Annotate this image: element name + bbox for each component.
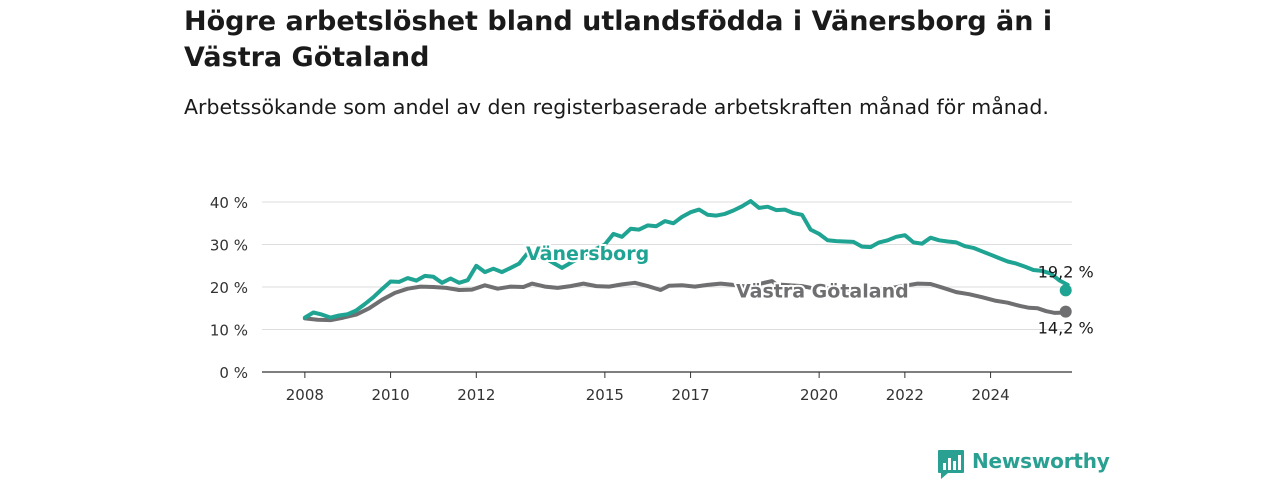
vastra_gotaland-line [302, 279, 1070, 323]
chart-series [302, 199, 1072, 323]
vastra_gotaland-end-label: 14,2 % [1038, 319, 1094, 338]
page-title: Högre arbetslöshet bland utlandsfödda i … [184, 6, 1053, 73]
x-tick-label: 2015 [586, 386, 624, 404]
grid-lines [262, 201, 1072, 330]
x-tick-label: 2017 [671, 386, 709, 404]
x-tick-label: 2008 [286, 386, 324, 404]
page-subtitle: Arbetssökande som andel av den registerb… [184, 95, 1049, 119]
x-tick-label: 2012 [457, 386, 495, 404]
y-tick-label: 30 % [210, 237, 248, 255]
newsworthy-logo[interactable]: Newsworthy [936, 448, 1110, 480]
vanersborg-series-label: Vänersborg [526, 243, 649, 265]
vanersborg-end-point [1059, 284, 1072, 297]
x-tick-label: 2024 [971, 386, 1009, 404]
newsworthy-brand-name: Newsworthy [972, 449, 1110, 473]
y-tick-label: 10 % [210, 322, 248, 340]
newsworthy-chart-bubble-icon [938, 450, 964, 479]
vastra_gotaland-series-label: Västra Götaland [736, 281, 909, 303]
x-tick-label: 2022 [886, 386, 924, 404]
vanersborg-end-label: 19,2 % [1038, 262, 1094, 281]
y-tick-label: 20 % [210, 279, 248, 297]
x-tick-label: 2020 [800, 386, 838, 404]
vanersborg-line [302, 199, 1070, 320]
chart-labels: 19,2 % 14,2 % Vänersborg Västra Götaland [524, 241, 1094, 338]
y-tick-label: 0 % [219, 364, 248, 382]
chart-axes: 0 % 10 % 20 % 30 % 40 % 2008 2010 2012 2015 2017 2… [210, 194, 1072, 404]
y-tick-label: 40 % [210, 194, 248, 212]
x-tick-label: 2010 [371, 386, 409, 404]
vastra_gotaland-end-point [1059, 305, 1072, 318]
